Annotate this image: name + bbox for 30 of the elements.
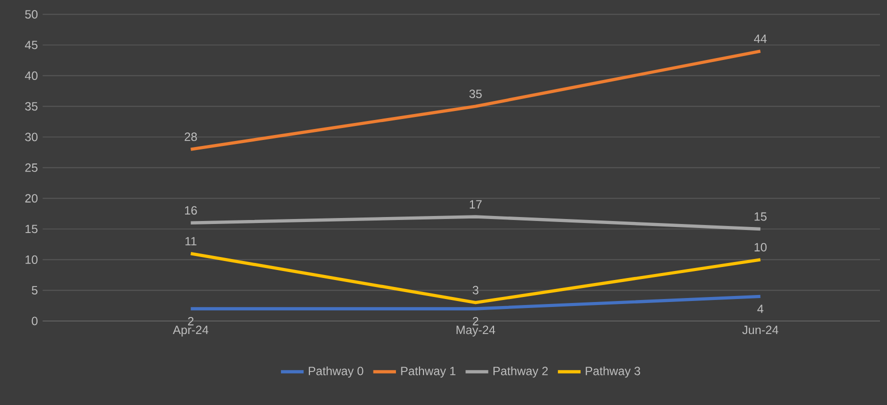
- data-label: 44: [754, 34, 767, 43]
- legend-label: Pathway 0: [308, 366, 364, 378]
- data-label: 11: [185, 237, 196, 246]
- y-tick-label: 35: [25, 102, 38, 111]
- x-tick-label: Jun-24: [742, 326, 778, 334]
- data-label: 2: [472, 316, 478, 326]
- y-tick-label: 45: [24, 40, 38, 50]
- y-tick-label: 10: [26, 255, 38, 264]
- data-label: 15: [754, 212, 767, 221]
- data-label: 3: [472, 286, 478, 294]
- y-tick-label: 0: [32, 316, 38, 326]
- legend-label: Pathway 3: [586, 366, 640, 378]
- y-tick-label: 30: [25, 132, 38, 142]
- data-label: 17: [470, 200, 482, 208]
- data-label: 10: [754, 242, 767, 252]
- y-tick-label: 5: [32, 286, 38, 295]
- x-tick-label: Apr-24: [172, 326, 208, 337]
- data-label: 28: [184, 132, 197, 142]
- y-tick-label: 20: [25, 194, 38, 203]
- data-label: 4: [757, 304, 764, 313]
- x-tick-label: May-24: [456, 326, 496, 337]
- legend-label: Pathway 2: [493, 366, 548, 378]
- legend-label: Pathway 1: [401, 366, 456, 378]
- data-label: 35: [469, 90, 482, 98]
- y-tick-label: 25: [25, 163, 38, 172]
- data-label: 2: [188, 316, 194, 326]
- y-tick-label: 40: [24, 71, 38, 80]
- y-tick-label: 15: [26, 224, 38, 234]
- data-label: 16: [185, 206, 197, 215]
- y-tick-label: 50: [25, 10, 38, 19]
